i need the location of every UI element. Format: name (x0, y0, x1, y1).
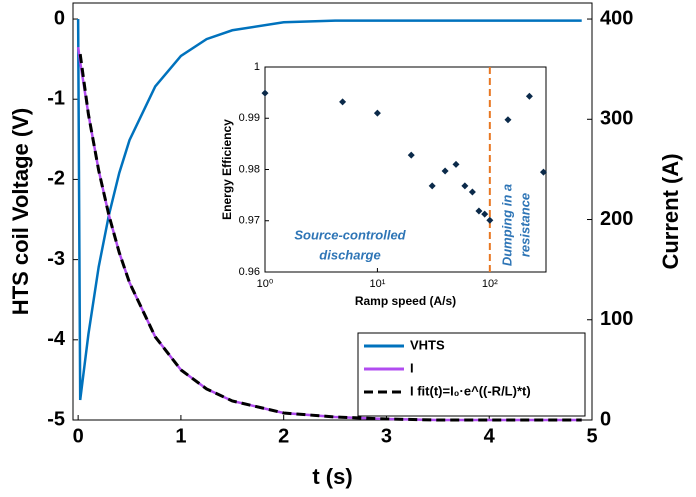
y2-tick-label: 300 (600, 108, 633, 130)
point (481, 210, 489, 218)
y-tick-label: 0.98 (239, 163, 260, 175)
y-tick-label: -3 (47, 248, 65, 270)
point (407, 151, 415, 159)
y2-axis-label: Current (A) (658, 153, 683, 269)
x-tick-label: 5 (586, 425, 597, 447)
x-tick-label: 0 (73, 425, 84, 447)
x-axis-label: t (s) (312, 464, 352, 489)
legend-label: I (410, 360, 414, 375)
y-tick-label: -2 (47, 168, 65, 190)
inset-area (264, 66, 547, 273)
y-tick-label: 1 (254, 61, 260, 73)
legend-label: VHTS (410, 337, 445, 352)
y-tick-label: 0.97 (239, 215, 260, 227)
y-axis-label: HTS coil Voltage (V) (8, 108, 33, 315)
point (452, 160, 460, 168)
y-tick-label: -5 (47, 408, 65, 430)
annotation: resistance (517, 193, 532, 257)
point (468, 188, 476, 196)
x-tick-label: 10⁰ (257, 278, 274, 290)
x-tick-label: 2 (278, 425, 289, 447)
y2-tick-label: 0 (600, 408, 611, 430)
point (339, 98, 347, 106)
y-tick-label: -1 (47, 88, 65, 110)
legend-label: I fit(t)=I₀·e^((-R/L)*t) (410, 383, 531, 398)
point (461, 182, 469, 190)
series-line (78, 53, 582, 422)
x-tick-label: 10¹ (369, 278, 385, 290)
point (261, 89, 269, 97)
point (441, 167, 449, 175)
y-tick-label: 0.96 (239, 266, 260, 278)
y-tick-label: -4 (47, 328, 66, 350)
point (428, 182, 436, 190)
annotation: discharge (319, 247, 380, 262)
y2-tick-label: 100 (600, 308, 633, 330)
y-tick-label: 0.99 (239, 112, 260, 124)
point (525, 92, 533, 100)
x-axis-label: Ramp speed (A/s) (355, 294, 456, 308)
point (486, 216, 494, 224)
y2-tick-label: 200 (600, 208, 633, 230)
annotation: Source-controlled (294, 227, 406, 242)
y-tick-label: 0 (54, 7, 65, 29)
y-axis-label: Energy Efficiency (220, 119, 234, 220)
x-tick-label: 4 (484, 425, 496, 447)
x-tick-label: 1 (175, 425, 186, 447)
series-line (76, 19, 582, 401)
point (504, 116, 512, 124)
point (475, 207, 483, 215)
point (539, 168, 547, 176)
x-tick-label: 10² (482, 278, 498, 290)
x-tick-label: 3 (381, 425, 392, 447)
y2-tick-label: 400 (600, 7, 633, 29)
point (373, 109, 381, 117)
annotation: Dumping in a (499, 184, 514, 266)
